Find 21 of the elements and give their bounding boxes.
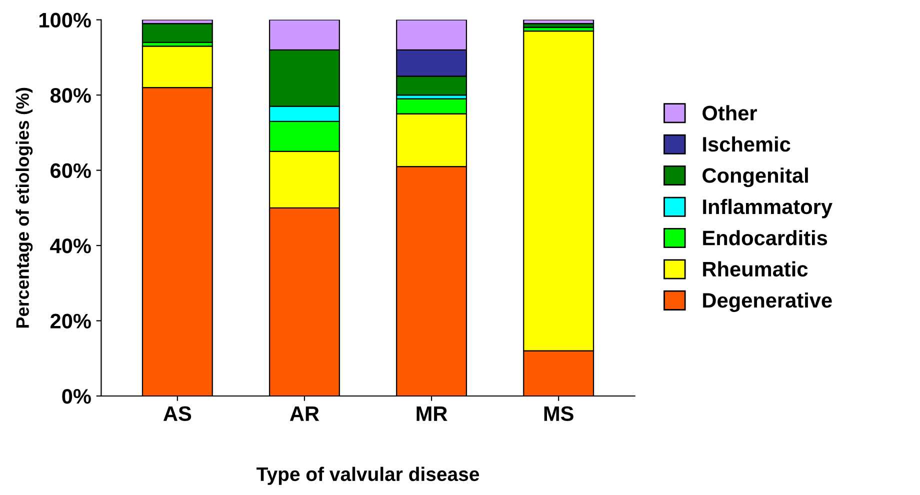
bar (523, 20, 594, 24)
legend-label: Endocarditis (703, 230, 828, 246)
legend-label: Degenerative (703, 292, 832, 312)
y-tick-label: 100% (40, 12, 91, 28)
x-tick-label: MR (416, 406, 448, 421)
legend-label: Rheumatic (703, 261, 808, 277)
y-tick-label: 80% (50, 88, 91, 103)
y-tick-label: 0% (62, 389, 91, 404)
y-tick-label: 20% (50, 314, 91, 329)
x-axis-title: Type of valvular disease (256, 466, 480, 485)
legend-label: Congenital (702, 168, 808, 188)
bar (142, 23, 213, 43)
legend-label: Inflammatory (703, 198, 832, 218)
x-tick-label: AR (290, 406, 320, 421)
legend-label: Other (702, 105, 757, 120)
x-tick-label: MS (544, 406, 574, 422)
legend-label: Ischemic (703, 136, 790, 152)
y-axis-title: Percentage of etiologies (%) (16, 88, 33, 328)
y-tick-label: 60% (50, 163, 91, 178)
y-tick-label: 40% (50, 238, 91, 254)
x-tick-label: AS (163, 406, 192, 422)
